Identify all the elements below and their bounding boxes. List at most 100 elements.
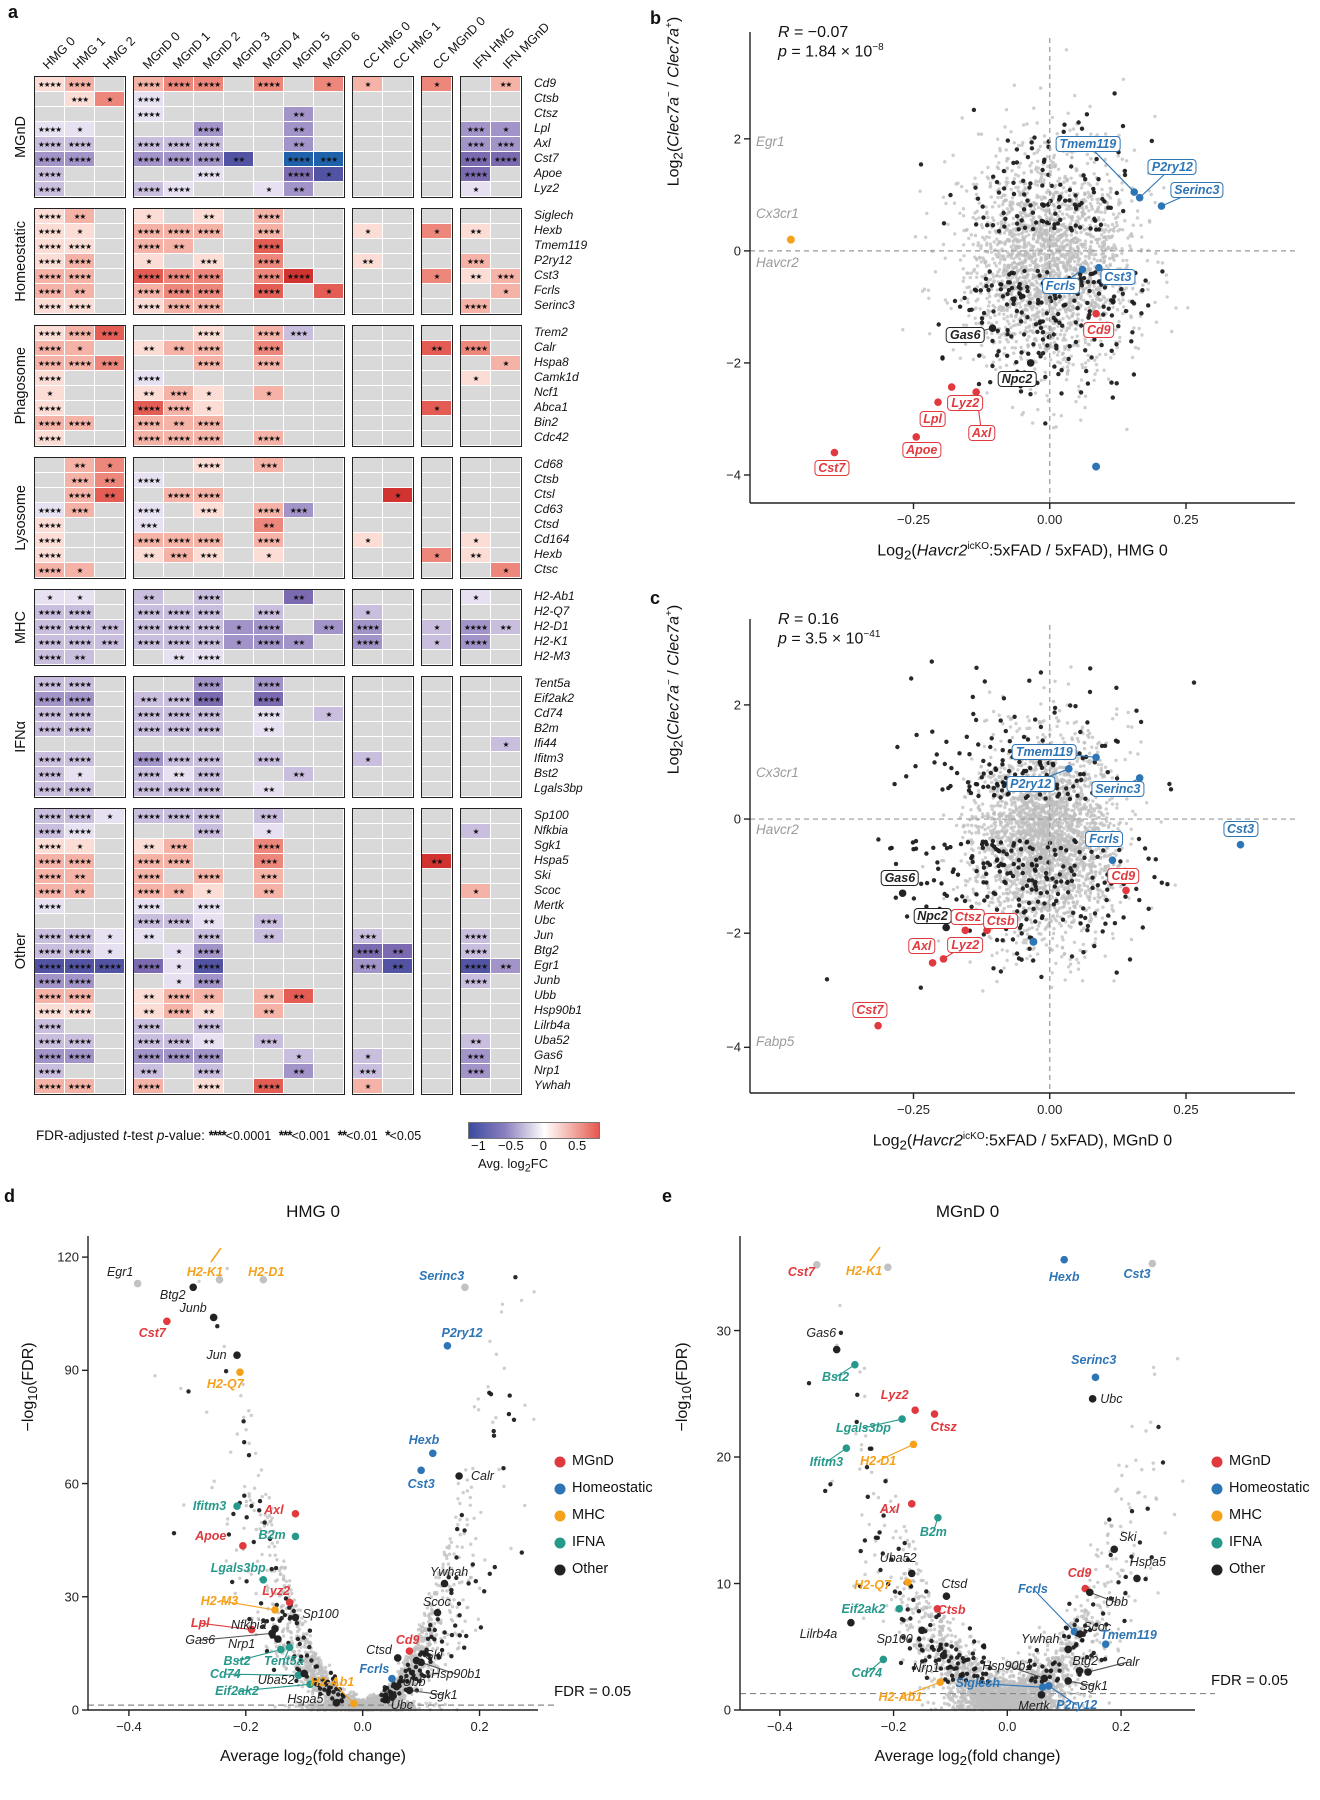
heatmap-cell: ★★★★	[35, 1019, 65, 1034]
heatmap-cell: ★★★★	[164, 299, 194, 314]
heatmap-gene-label: Ctsl	[534, 487, 555, 501]
heatmap-cell	[314, 1019, 344, 1034]
heatmap-cell	[422, 458, 452, 473]
heatmap-cell	[95, 431, 125, 446]
fdr-threshold-label: FDR = 0.05	[554, 1683, 632, 1701]
heatmap-cell	[134, 677, 164, 692]
gene-label-Eif2ak2: Eif2ak2	[841, 1601, 886, 1616]
gene-label-B2m: B2m	[919, 1524, 947, 1539]
heatmap-cell: ★★★★	[134, 473, 164, 488]
heatmap-cell	[194, 107, 224, 122]
heatmap-cell	[314, 824, 344, 839]
heatmap-cell: ★★	[164, 341, 194, 356]
heatmap-cell	[383, 839, 413, 854]
heatmap-cell: ★	[95, 809, 125, 824]
heatmap-gene-label: Hspa5	[534, 853, 569, 867]
heatmap-cell	[95, 974, 125, 989]
heatmap-cell	[194, 473, 224, 488]
heatmap-cell: ★★★★	[164, 77, 194, 92]
heatmap-cell	[164, 869, 194, 884]
gene-label-Calr: Calr	[1116, 1654, 1140, 1669]
y-tick-label: 0	[733, 811, 741, 827]
heatmap-cell: ★★★	[134, 1064, 164, 1079]
heatmap-cell	[461, 839, 491, 854]
heatmap-cell	[95, 533, 125, 548]
heatmap-cell	[422, 677, 452, 692]
heatmap-gene-label: Jun	[534, 928, 554, 942]
heatmap-cell	[35, 458, 65, 473]
heatmap-group-label-text: Lysosome	[13, 485, 29, 551]
heatmap-cell: ★★★★	[134, 182, 164, 197]
heatmap-cell: ★★★★	[461, 959, 491, 974]
heatmap-cell	[491, 854, 521, 869]
heatmap-cell: ★★★★	[164, 1034, 194, 1049]
heatmap-cell	[314, 722, 344, 737]
heatmap-cell	[164, 677, 194, 692]
heatmap-cell	[95, 416, 125, 431]
heatmap-cell: ★★★★	[35, 884, 65, 899]
heatmap-cell: ★★★★	[194, 152, 224, 167]
heatmap-cell	[353, 782, 383, 797]
heatmap-cell	[422, 122, 452, 137]
heatmap-cell	[95, 899, 125, 914]
gene-label-Serinc3: Serinc3	[1170, 182, 1224, 199]
heatmap-cell: ★★★★	[35, 356, 65, 371]
heatmap-cell	[314, 1004, 344, 1019]
heatmap-gene-label: Gas6	[534, 1048, 563, 1062]
gene-label-Fcrls: Fcrls	[1017, 1581, 1048, 1596]
heatmap-cell	[353, 884, 383, 899]
heatmap-cell	[383, 869, 413, 884]
heatmap-cell	[383, 929, 413, 944]
heatmap-cell	[35, 488, 65, 503]
heatmap-cell	[461, 914, 491, 929]
heatmap-cell	[164, 503, 194, 518]
heatmap-cell	[224, 824, 254, 839]
heatmap-cell: ★★★★	[35, 605, 65, 620]
heatmap-cell: ★★★★	[134, 299, 164, 314]
heatmap-cell	[314, 107, 344, 122]
heatmap-cell: ★★★★	[134, 722, 164, 737]
heatmap-cell: ★	[65, 563, 95, 578]
heatmap-cell	[194, 839, 224, 854]
heatmap-cell: ★★★★	[65, 824, 95, 839]
heatmap-cell	[254, 152, 284, 167]
heatmap-cell: ★★★★	[164, 692, 194, 707]
heatmap-cell: ★★★★	[194, 959, 224, 974]
heatmap-cell	[353, 677, 383, 692]
heatmap-cell	[491, 386, 521, 401]
heatmap-cell	[65, 371, 95, 386]
heatmap-cell	[95, 209, 125, 224]
heatmap-cell	[224, 239, 254, 254]
gene-label-Npc2: Npc2	[913, 908, 952, 925]
heatmap-cell	[314, 488, 344, 503]
gene-label-H2-D1: H2-D1	[860, 1453, 897, 1468]
x-tick-label: 0.2	[1112, 1719, 1131, 1734]
heatmap-cell	[65, 914, 95, 929]
heatmap-cell: ★★★★	[254, 356, 284, 371]
gene-label-Gas6: Gas6	[880, 869, 920, 886]
heatmap-cell	[224, 839, 254, 854]
heatmap-cell	[314, 563, 344, 578]
heatmap-gene-label: Hspa8	[534, 355, 569, 369]
heatmap-cell	[284, 92, 314, 107]
heatmap-cell	[353, 473, 383, 488]
heatmap-cell	[95, 605, 125, 620]
heatmap-cell	[134, 356, 164, 371]
x-tick-label: 0.0	[353, 1719, 372, 1734]
heatmap-cell	[284, 929, 314, 944]
heatmap-cell	[422, 431, 452, 446]
gene-label-Sp100: Sp100	[302, 1606, 339, 1621]
heatmap-cell	[383, 107, 413, 122]
heatmap-cell: ★	[353, 77, 383, 92]
heatmap-cell	[383, 458, 413, 473]
heatmap-cell	[164, 167, 194, 182]
heatmap-cell: ★	[422, 77, 452, 92]
heatmap-cell: ★★★★	[65, 77, 95, 92]
heatmap-cell	[194, 92, 224, 107]
heatmap-cell	[422, 92, 452, 107]
heatmap-cell: ★★★★	[35, 548, 65, 563]
heatmap-cell	[95, 884, 125, 899]
heatmap-cell: ★★★★	[35, 326, 65, 341]
heatmap-cell	[491, 1019, 521, 1034]
panel-letter-d: d	[4, 1186, 15, 1206]
